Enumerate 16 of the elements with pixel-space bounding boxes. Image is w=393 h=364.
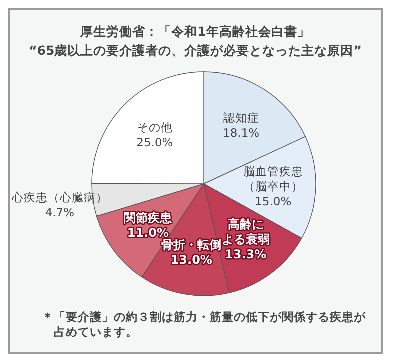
slice-label: 認知症 [223, 110, 260, 125]
slice-label: 脳血管疾患（脳卒中） [243, 164, 304, 194]
data-label: 4.7% [45, 206, 75, 220]
chart-title: 厚生労働省：「令和1年高齢社会白書」 [79, 23, 312, 41]
slice-label: 骨折・転倒 [162, 238, 222, 252]
data-label: 11.0% [127, 226, 170, 240]
text: ＊「要介護」の約３割は筋力・筋量の低下が関係する疾患が占めています。 [42, 310, 367, 340]
slice-label: その他 [136, 120, 173, 134]
chart-subtitle: “65歳以上の要介護者の、介護が必要となった主な原因” [28, 42, 363, 60]
slice-label: 高齢による衰弱 [222, 217, 270, 246]
data-label: 13.0% [170, 252, 212, 267]
data-label: 25.0% [136, 135, 174, 150]
data-label: 18.1% [223, 126, 260, 140]
data-label: 13.3% [225, 247, 267, 262]
slice-label: 関節疾患 [124, 210, 174, 225]
data-label: 15.0% [255, 194, 292, 209]
